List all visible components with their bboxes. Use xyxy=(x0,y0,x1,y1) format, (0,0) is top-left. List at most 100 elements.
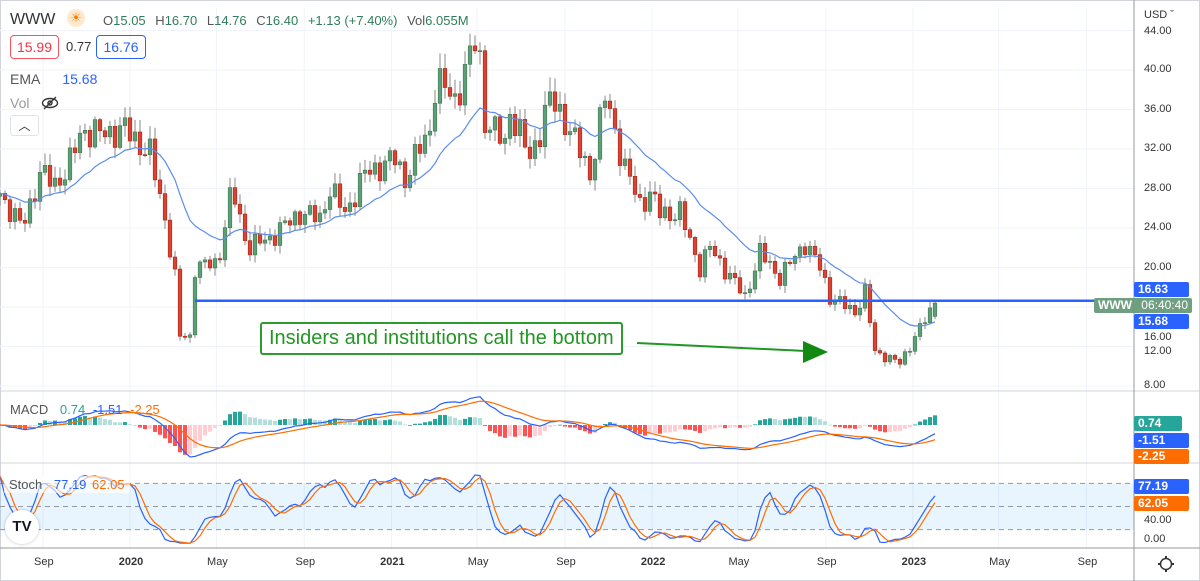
candle-down xyxy=(312,205,318,223)
macd-histogram-bar xyxy=(128,424,132,425)
macd-histogram-bar xyxy=(593,425,597,433)
macd-histogram-bar xyxy=(328,419,332,425)
candle-down xyxy=(17,208,23,221)
candle-up xyxy=(622,158,628,166)
candle-down xyxy=(577,127,583,159)
candle-down xyxy=(697,254,703,278)
annotation-callout[interactable]: Insiders and institutions call the botto… xyxy=(260,322,623,355)
candle-down xyxy=(97,119,103,132)
price-axis-label: 44.00 xyxy=(1144,25,1172,37)
candle-down xyxy=(377,162,383,182)
macd-histogram-bar xyxy=(738,425,742,428)
macd-histogram-bar xyxy=(333,418,337,425)
volume-value: 6.055M xyxy=(425,13,469,28)
macd-histogram-bar xyxy=(688,425,692,430)
macd-histogram-bar xyxy=(433,418,437,425)
annotation-arrow-line xyxy=(636,342,807,352)
macd-histogram-bar xyxy=(918,421,922,425)
candle-up xyxy=(912,336,918,352)
macd-histogram-bar xyxy=(543,425,547,431)
time-axis-label: May xyxy=(728,556,750,568)
candle-up xyxy=(677,201,683,221)
eye-slash-icon[interactable] xyxy=(41,96,59,110)
price-axis-label: 16.00 xyxy=(1144,331,1172,343)
candle-down xyxy=(182,335,188,338)
macd-histogram-bar xyxy=(63,421,67,425)
macd-signal-value: -2.25 xyxy=(130,402,160,417)
time-axis-label: May xyxy=(989,556,1010,568)
macd-histogram-bar xyxy=(883,425,887,433)
price-axis-label: 20.00 xyxy=(1144,260,1172,273)
candle-up xyxy=(672,219,678,222)
macd-histogram-bar xyxy=(808,416,812,425)
macd-histogram-bar xyxy=(293,418,297,425)
macd-histogram-bar xyxy=(538,425,542,436)
macd-histogram-bar xyxy=(358,420,362,425)
macd-legend[interactable]: MACD 0.74 -1.51 -2.25 xyxy=(10,402,160,417)
candle-down xyxy=(842,296,848,310)
symbol-countdown-tag: WWW 06:40:40 xyxy=(1094,298,1192,313)
macd-histogram-bar xyxy=(748,425,752,427)
candle-up xyxy=(582,155,588,159)
candle-up xyxy=(427,130,433,136)
candle-up xyxy=(412,144,418,176)
candle-down xyxy=(257,233,263,244)
candle-down xyxy=(787,261,793,264)
candle-up xyxy=(52,177,58,187)
macd-histogram-bar xyxy=(458,420,462,425)
macd-histogram-bar xyxy=(508,425,512,437)
candle-down xyxy=(772,261,778,274)
bid-button[interactable]: 15.99 xyxy=(10,35,59,59)
macd-histogram-bar xyxy=(818,419,822,425)
macd-histogram-bar xyxy=(693,425,697,431)
macd-histogram-bar xyxy=(353,422,357,425)
candle-up xyxy=(602,100,608,108)
macd-histogram-bar xyxy=(378,420,382,425)
gear-icon[interactable] xyxy=(1157,555,1175,573)
high-value: 16.70 xyxy=(164,13,198,28)
ema-legend[interactable]: EMA 15.68 xyxy=(10,71,97,87)
macd-histogram-bar xyxy=(788,418,792,425)
macd-histogram-bar xyxy=(798,416,802,425)
candle-up xyxy=(397,161,403,166)
candle-down xyxy=(47,165,53,187)
macd-histogram-bar xyxy=(143,425,147,430)
candle-down xyxy=(637,194,643,198)
macd-histogram-bar xyxy=(178,425,182,453)
candle-up xyxy=(347,202,353,212)
candle-up xyxy=(807,245,813,255)
candle-down xyxy=(242,213,248,241)
macd-signal-tag: -2.25 xyxy=(1134,449,1189,464)
candle-up xyxy=(757,243,763,272)
candle-down xyxy=(632,176,638,195)
macd-histogram-bar xyxy=(558,424,562,426)
collapse-legend-button[interactable]: ︿ xyxy=(10,115,39,136)
candle-up xyxy=(907,350,913,353)
candle-down xyxy=(367,169,373,175)
macd-histogram-bar xyxy=(28,425,32,428)
candle-up xyxy=(662,206,668,219)
macd-histogram-bar xyxy=(533,425,537,437)
macd-histogram-bar xyxy=(728,425,732,428)
candle-down xyxy=(732,272,738,278)
candle-down xyxy=(717,255,723,259)
ask-button[interactable]: 16.76 xyxy=(96,35,146,59)
candle-down xyxy=(612,108,618,130)
macd-line xyxy=(0,396,936,458)
stoch-legend[interactable]: Stoch 77.19 62.05 xyxy=(4,476,130,493)
vol-legend[interactable]: Vol xyxy=(10,94,59,111)
tradingview-logo[interactable]: TV xyxy=(5,510,39,544)
currency-selector[interactable]: USD ˇ xyxy=(1144,9,1174,22)
candle-down xyxy=(712,246,718,257)
macd-histogram-bar xyxy=(843,425,847,429)
candle-up xyxy=(187,334,193,338)
macd-histogram-bar xyxy=(873,425,877,430)
candle-down xyxy=(687,229,693,238)
macd-histogram-bar xyxy=(208,425,212,432)
macd-histogram-bar xyxy=(768,418,772,425)
macd-histogram-bar xyxy=(663,425,667,433)
candle-up xyxy=(927,307,933,323)
macd-histogram-bar xyxy=(478,418,482,425)
symbol-name[interactable]: WWW xyxy=(10,11,56,28)
